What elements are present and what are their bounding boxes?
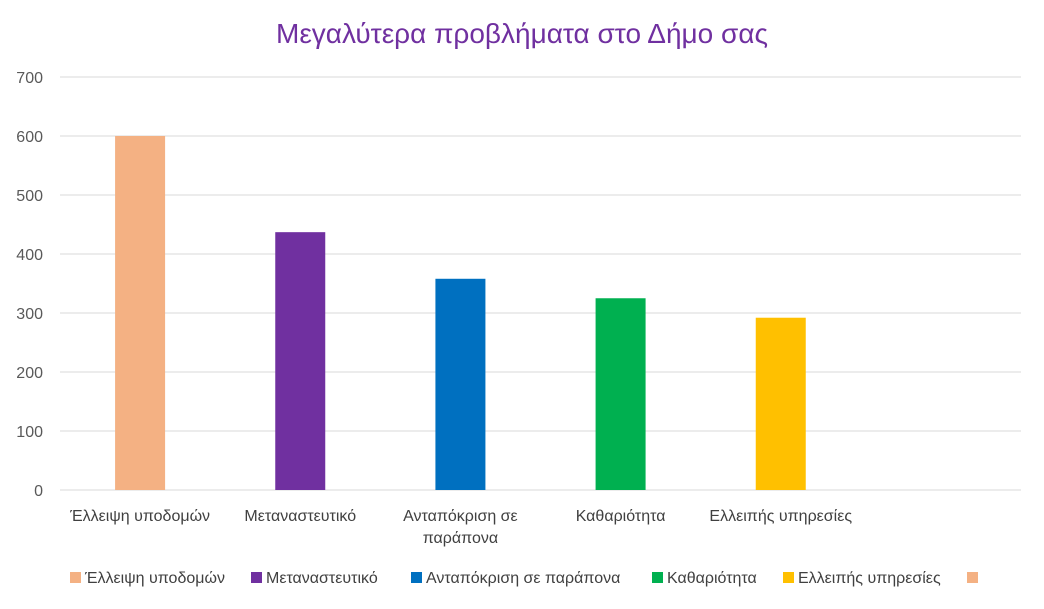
bar [275, 232, 326, 491]
legend-swatch [70, 572, 81, 583]
y-tick-label: 500 [16, 188, 43, 205]
y-tick-label: 400 [16, 247, 43, 264]
y-tick-label: 0 [34, 483, 43, 500]
y-tick-label: 600 [16, 129, 43, 146]
chart-title: Μεγαλύτερα προβλήματα στο Δήμο σας [276, 18, 768, 49]
y-tick-label: 700 [16, 70, 43, 87]
legend-label: Ελλειπής υπηρεσίες [798, 570, 941, 587]
legend-label: Έλλειψη υποδομών [84, 570, 225, 587]
legend-label: Ανταπόκριση σε παράπονα [426, 570, 620, 587]
y-tick-label: 200 [16, 365, 43, 382]
y-tick-label: 100 [16, 424, 43, 441]
x-category-label: παράπονα [423, 530, 498, 547]
legend-label: Καθαριότητα [667, 570, 757, 587]
legend-swatch [652, 572, 663, 583]
bar [595, 298, 646, 490]
y-tick-label: 300 [16, 306, 43, 323]
bar [755, 317, 806, 490]
legend-swatch [251, 572, 262, 583]
x-category-label: Ελλειπής υπηρεσίες [709, 508, 852, 525]
legend-swatch [411, 572, 422, 583]
x-category-label: Μεταναστευτικό [244, 508, 356, 525]
x-category-label: Ανταπόκριση σε [403, 508, 518, 525]
legend-label: Μεταναστευτικό [266, 570, 378, 587]
legend-swatch [783, 572, 794, 583]
legend-swatch [967, 572, 978, 583]
x-category-label: Καθαριότητα [576, 508, 666, 525]
bar [115, 136, 166, 490]
bar [435, 278, 486, 490]
x-category-label: Έλλειψη υποδομών [69, 508, 210, 525]
